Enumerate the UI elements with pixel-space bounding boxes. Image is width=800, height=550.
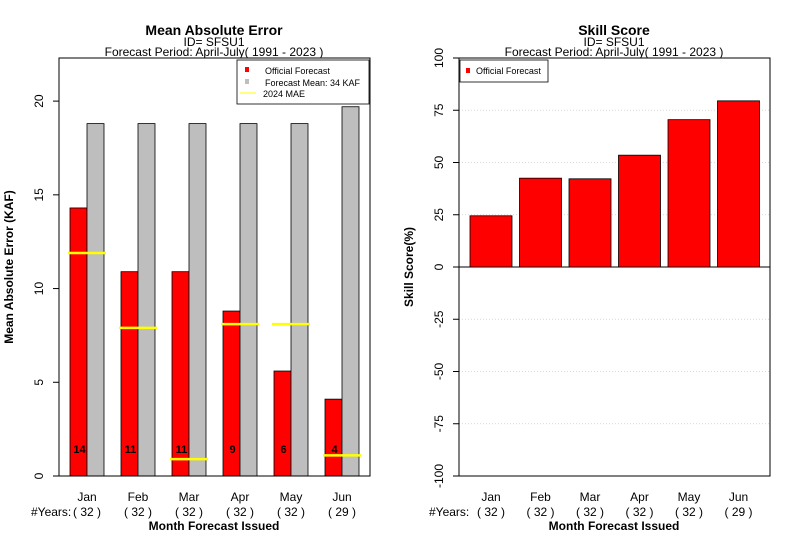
mae-bars: 14 11 11 9 6 4	[68, 106, 361, 477]
mae-legend-swatch-mean	[245, 79, 249, 84]
mae-data-label: 9	[229, 444, 235, 456]
skill-bars	[469, 100, 760, 268]
mae-y-tick-label: 20	[32, 94, 46, 108]
mae-x-tick-label: Jun	[332, 490, 351, 504]
skill-title: Skill Score	[578, 22, 650, 38]
mae-legend-swatch-official	[245, 67, 249, 72]
skill-x-axis: Jan( 32 )Feb( 32 )Mar( 32 )Apr( 32 )May(…	[477, 490, 753, 519]
mae-x-tick-label: Jan	[77, 490, 96, 504]
mae-data-label: 4	[331, 444, 338, 456]
mae-panel: Mean Absolute Error ID= SFSU1 Forecast P…	[2, 22, 371, 533]
mae-subtitle-id: ID= SFSU1	[183, 35, 244, 49]
skill-official-bar	[667, 119, 711, 268]
mae-years-value: ( 32 )	[73, 505, 101, 519]
skill-x-tick-label: Mar	[580, 490, 601, 504]
skill-y-tick-label: 100	[432, 48, 446, 68]
mae-y-tick-label: 15	[32, 188, 46, 202]
mae-y-axis-label: Mean Absolute Error (KAF)	[2, 190, 16, 344]
mae-official-bar	[273, 370, 292, 477]
mae-y-tick-label: 10	[32, 282, 46, 296]
skill-y-axis-label: Skill Score(%)	[402, 227, 416, 307]
mae-legend-box	[236, 59, 370, 105]
mae-y-tick-label: 0	[32, 472, 46, 479]
skill-years-value: ( 32 )	[477, 505, 505, 519]
skill-y-tick-label: 75	[432, 103, 446, 117]
skill-years-value: ( 32 )	[625, 505, 653, 519]
skill-years-value: ( 32 )	[675, 505, 703, 519]
mae-mean-bar	[86, 123, 105, 477]
mae-x-tick-label: Feb	[128, 490, 149, 504]
mae-mean-bar	[341, 106, 360, 477]
skill-x-tick-label: Jun	[729, 490, 748, 504]
skill-years-value: ( 32 )	[526, 505, 554, 519]
mae-years-value: ( 32 )	[175, 505, 203, 519]
skill-legend-official: Official Forecast	[476, 66, 541, 76]
mae-years-value: ( 32 )	[277, 505, 305, 519]
mae-y-axis: 0 5 10 15 20	[32, 94, 60, 479]
mae-subtitle-period: Forecast Period: April-July( 1991 - 2023…	[105, 45, 324, 59]
mae-mean-bar	[239, 123, 258, 477]
skill-subtitle-period: Forecast Period: April-July( 1991 - 2023…	[505, 45, 724, 59]
skill-y-tick-label: -50	[432, 363, 446, 381]
mae-x-tick-label: Mar	[179, 490, 200, 504]
skill-y-tick-label: 50	[432, 156, 446, 170]
mae-legend-2024: 2024 MAE	[263, 89, 305, 99]
skill-panel: Skill Score ID= SFSU1 Forecast Period: A…	[402, 22, 771, 533]
skill-y-tick-label: 0	[432, 263, 446, 270]
mae-years-value: ( 32 )	[124, 505, 152, 519]
mae-years-value: ( 32 )	[226, 505, 254, 519]
mae-legend: Official Forecast Forecast Mean: 34 KAF …	[236, 59, 370, 105]
skill-y-tick-label: -100	[432, 464, 446, 488]
skill-y-tick-label: -25	[432, 310, 446, 328]
skill-x-tick-label: Jan	[481, 490, 500, 504]
mae-x-axis: Jan( 32 )Feb( 32 )Mar( 32 )Apr( 32 )May(…	[73, 490, 356, 519]
mae-y-tick-label: 5	[32, 379, 46, 386]
skill-official-bar	[568, 178, 612, 268]
skill-years-value: ( 29 )	[724, 505, 752, 519]
skill-x-tick-label: May	[678, 490, 701, 504]
skill-legend-box	[459, 59, 549, 83]
mae-mean-bar	[137, 123, 156, 477]
mae-x-tick-label: May	[280, 490, 303, 504]
skill-official-bar	[717, 100, 760, 268]
mae-title: Mean Absolute Error	[145, 22, 283, 38]
mae-years-value: ( 29 )	[328, 505, 356, 519]
skill-official-bar	[618, 154, 661, 268]
mae-legend-mean: Forecast Mean: 34 KAF	[265, 78, 361, 88]
mae-mean-bar	[188, 123, 207, 477]
skill-legend-swatch-official	[466, 68, 470, 73]
mae-mean-bar	[290, 123, 309, 477]
skill-legend: Official Forecast	[459, 59, 549, 83]
skill-y-tick-label: -75	[432, 415, 446, 433]
mae-x-axis-label: Month Forecast Issued	[149, 519, 280, 533]
skill-x-tick-label: Feb	[530, 490, 551, 504]
skill-official-bar	[469, 215, 513, 268]
mae-data-label: 11	[176, 444, 188, 456]
skill-y-axis: -100 -75 -50 -25 0 25 50 75 100	[432, 48, 459, 488]
mae-years-label: #Years:	[31, 505, 71, 519]
skill-official-bar	[519, 177, 562, 268]
mae-data-label: 11	[125, 444, 137, 456]
skill-subtitle-id: ID= SFSU1	[583, 35, 644, 49]
skill-x-tick-label: Apr	[630, 490, 649, 504]
skill-y-tick-label: 25	[432, 208, 446, 222]
mae-legend-official: Official Forecast	[265, 66, 330, 76]
skill-years-value: ( 32 )	[576, 505, 604, 519]
mae-x-tick-label: Apr	[231, 490, 250, 504]
mae-data-label: 6	[280, 444, 286, 456]
mae-official-bar	[69, 207, 88, 477]
skill-x-axis-label: Month Forecast Issued	[549, 519, 680, 533]
mae-plot-frame	[58, 57, 371, 477]
skill-years-label: #Years:	[429, 505, 469, 519]
mae-data-label: 14	[73, 444, 86, 456]
mae-official-bar	[324, 398, 343, 477]
